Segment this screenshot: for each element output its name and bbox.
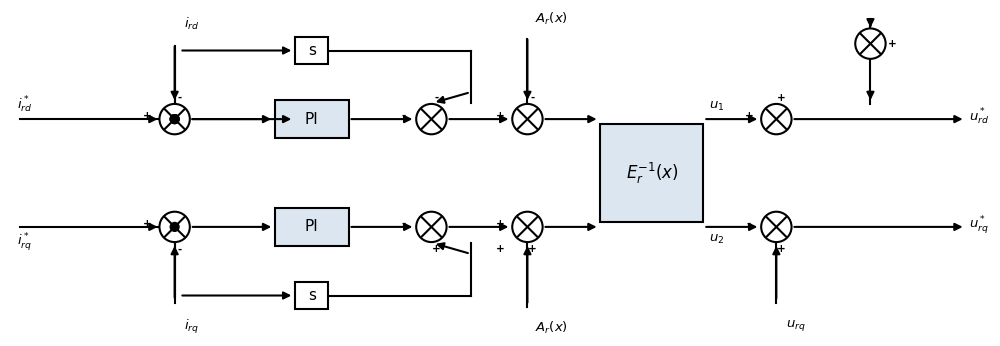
Bar	[295, 37, 328, 64]
Circle shape	[855, 28, 886, 59]
Text: +: +	[432, 244, 441, 254]
Bar	[600, 124, 703, 222]
Bar	[275, 208, 349, 246]
Text: +: +	[777, 92, 786, 102]
Circle shape	[170, 115, 179, 124]
Text: $E_r^{-1}(x)$: $E_r^{-1}(x)$	[626, 161, 678, 185]
Circle shape	[416, 212, 447, 242]
Circle shape	[512, 104, 543, 134]
Text: $u_{rq}^*$: $u_{rq}^*$	[969, 214, 989, 236]
Bar	[295, 282, 328, 309]
Text: -: -	[530, 92, 534, 102]
Text: -: -	[177, 244, 182, 254]
Text: -: -	[434, 92, 438, 102]
Circle shape	[761, 104, 792, 134]
Text: +: +	[143, 219, 152, 229]
Text: -: -	[402, 219, 406, 229]
Text: +: +	[888, 39, 896, 49]
Text: $i_{rq}$: $i_{rq}$	[184, 318, 199, 336]
Text: +: +	[496, 244, 504, 254]
Circle shape	[512, 212, 543, 242]
Text: $u_{rq}$: $u_{rq}$	[786, 318, 806, 333]
Text: PI: PI	[305, 219, 319, 234]
Circle shape	[159, 212, 190, 242]
Text: $A_r(x)$: $A_r(x)$	[535, 11, 568, 27]
Text: -: -	[747, 219, 751, 229]
Text: $A_r(x)$: $A_r(x)$	[535, 320, 568, 336]
Text: $u_2$: $u_2$	[709, 233, 725, 246]
Text: s: s	[308, 43, 316, 58]
Circle shape	[170, 222, 179, 231]
Text: $u_1$: $u_1$	[709, 100, 725, 113]
Text: +: +	[745, 111, 753, 121]
Circle shape	[170, 115, 179, 124]
Text: $u_{rd}^*$: $u_{rd}^*$	[969, 107, 990, 127]
Circle shape	[761, 212, 792, 242]
Text: +: +	[496, 111, 504, 121]
Text: -: -	[402, 111, 406, 121]
Text: +: +	[496, 219, 504, 229]
Circle shape	[170, 115, 179, 124]
Text: $i_{rd}$: $i_{rd}$	[184, 16, 200, 32]
Text: PI: PI	[305, 112, 319, 127]
Text: $i_{rq}^*$: $i_{rq}^*$	[17, 231, 32, 253]
Text: +: +	[143, 111, 152, 121]
Text: $i_{rd}^*$: $i_{rd}^*$	[17, 95, 32, 115]
Text: -: -	[177, 92, 182, 102]
Text: +: +	[528, 244, 537, 254]
Circle shape	[416, 104, 447, 134]
Text: s: s	[308, 288, 316, 303]
Circle shape	[159, 104, 190, 134]
Text: +: +	[777, 244, 786, 254]
Bar	[275, 100, 349, 138]
